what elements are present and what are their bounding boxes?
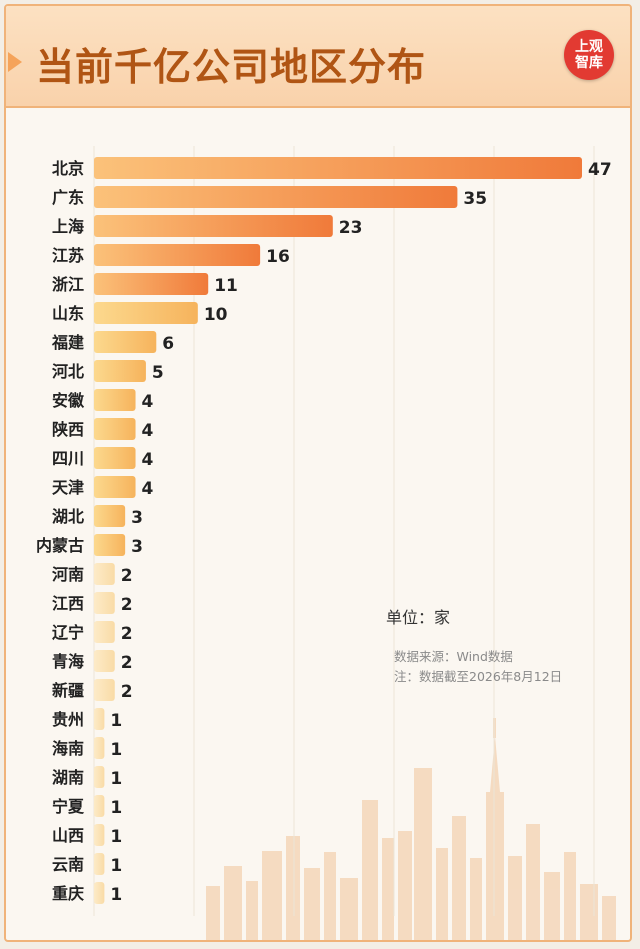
- value-label: 5: [152, 363, 164, 383]
- brand-logo: 上观 智库: [564, 30, 614, 80]
- value-label: 4: [142, 450, 154, 470]
- value-label: 3: [131, 508, 143, 528]
- bar: [94, 389, 136, 411]
- category-label: 北京: [52, 159, 84, 178]
- value-label: 4: [142, 392, 154, 412]
- value-label: 1: [110, 827, 122, 847]
- category-label: 广东: [52, 188, 84, 207]
- bar: [94, 679, 115, 701]
- logo-line-1: 上观: [575, 39, 603, 55]
- category-label: 安徽: [52, 391, 85, 410]
- category-label: 江苏: [52, 246, 84, 265]
- category-label: 陕西: [52, 420, 84, 439]
- bar: [94, 244, 261, 266]
- logo-line-2: 智库: [575, 55, 603, 71]
- bar: [94, 592, 115, 614]
- bar: [94, 650, 115, 672]
- note-text: 注：数据截至2026年8月12日: [394, 669, 563, 684]
- value-label: 4: [142, 421, 154, 441]
- bar: [94, 418, 136, 440]
- value-label: 1: [110, 856, 122, 876]
- category-label: 宁夏: [52, 797, 85, 816]
- bar: [94, 882, 105, 904]
- category-label: 上海: [52, 217, 84, 236]
- bar: [94, 853, 105, 875]
- bar: [94, 215, 333, 237]
- category-label: 海南: [52, 739, 84, 758]
- category-label: 辽宁: [52, 623, 84, 642]
- bar: [94, 737, 105, 759]
- value-label: 1: [110, 769, 122, 789]
- category-label: 江西: [52, 594, 84, 613]
- bar: [94, 708, 105, 730]
- value-label: 3: [131, 537, 143, 557]
- bar: [94, 476, 136, 498]
- category-label: 浙江: [52, 275, 84, 294]
- category-label: 河南: [52, 565, 84, 584]
- bar: [94, 447, 136, 469]
- category-label: 山西: [52, 826, 84, 845]
- value-label: 1: [110, 798, 122, 818]
- category-label: 山东: [52, 304, 84, 323]
- chart-card: 当前千亿公司地区分布 上观 智库 北京 47 广东 35 上海 23 江苏 16 浙江 11 山东 1…: [4, 4, 632, 942]
- value-label: 2: [121, 624, 133, 644]
- header-bar: 当前千亿公司地区分布 上观 智库: [6, 6, 630, 108]
- bar: [94, 795, 105, 817]
- category-label: 青海: [52, 652, 84, 671]
- category-label: 天津: [52, 478, 84, 497]
- category-label: 内蒙古: [36, 536, 84, 555]
- bar: [94, 766, 105, 788]
- bar: [94, 621, 115, 643]
- value-label: 1: [110, 740, 122, 760]
- value-label: 16: [266, 247, 290, 267]
- value-label: 2: [121, 595, 133, 615]
- bar: [94, 563, 115, 585]
- bar: [94, 302, 198, 324]
- bar: [94, 331, 157, 353]
- category-label: 贵州: [52, 710, 84, 729]
- category-label: 重庆: [52, 884, 84, 903]
- source-text: 数据来源：Wind数据: [394, 649, 513, 664]
- category-label: 四川: [52, 449, 84, 468]
- bar: [94, 360, 146, 382]
- value-label: 2: [121, 653, 133, 673]
- value-label: 6: [162, 334, 174, 354]
- category-label: 河北: [52, 362, 84, 381]
- page-title: 当前千亿公司地区分布: [36, 44, 427, 89]
- bar: [94, 157, 582, 179]
- category-label: 湖北: [52, 507, 84, 526]
- value-label: 35: [463, 189, 487, 209]
- category-label: 福建: [51, 333, 84, 352]
- value-label: 4: [142, 479, 154, 499]
- value-label: 10: [204, 305, 228, 325]
- bar: [94, 534, 126, 556]
- category-label: 云南: [52, 855, 84, 874]
- value-label: 1: [110, 885, 122, 905]
- bar: [94, 186, 458, 208]
- value-label: 23: [339, 218, 363, 238]
- title-arrow-icon: [8, 52, 22, 72]
- category-label: 湖南: [52, 768, 84, 787]
- category-label: 新疆: [52, 681, 84, 700]
- bar: [94, 273, 209, 295]
- city-skyline-decoration: [206, 718, 616, 940]
- unit-label: 单位：家: [386, 608, 451, 627]
- value-label: 2: [121, 566, 133, 586]
- bar: [94, 505, 126, 527]
- value-label: 47: [588, 160, 612, 180]
- bar: [94, 824, 105, 846]
- value-label: 1: [110, 711, 122, 731]
- value-label: 11: [214, 276, 238, 296]
- value-label: 2: [121, 682, 133, 702]
